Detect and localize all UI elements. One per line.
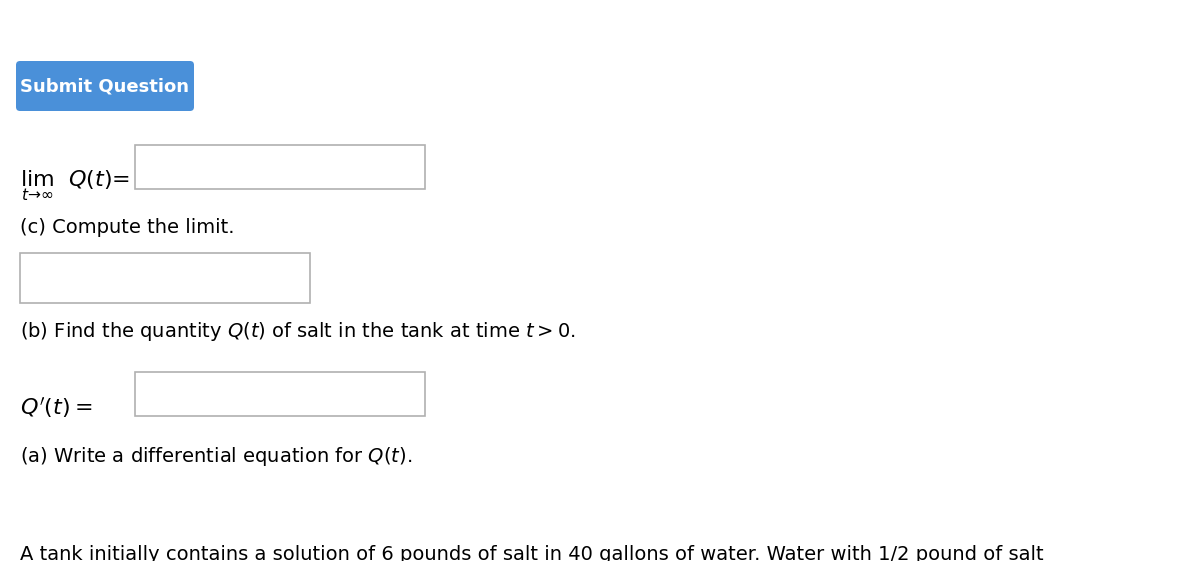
FancyBboxPatch shape — [20, 253, 310, 303]
Text: $Q'(t) =$: $Q'(t) =$ — [20, 395, 92, 420]
Text: A tank initially contains a solution of 6 pounds of salt in 40 gallons of water.: A tank initially contains a solution of … — [20, 545, 1044, 561]
Text: (c) Compute the limit.: (c) Compute the limit. — [20, 218, 234, 237]
FancyBboxPatch shape — [16, 61, 194, 111]
Text: Submit Question: Submit Question — [20, 77, 190, 95]
Text: (b) Find the quantity $Q(t)$ of salt in the tank at time $t > 0$.: (b) Find the quantity $Q(t)$ of salt in … — [20, 320, 576, 343]
Text: (a) Write a differential equation for $Q(t)$.: (a) Write a differential equation for $Q… — [20, 445, 412, 468]
FancyBboxPatch shape — [134, 145, 425, 189]
Text: $\lim_{t\to\infty}$  $Q(t) =$: $\lim_{t\to\infty}$ $Q(t) =$ — [20, 168, 130, 203]
FancyBboxPatch shape — [134, 372, 425, 416]
